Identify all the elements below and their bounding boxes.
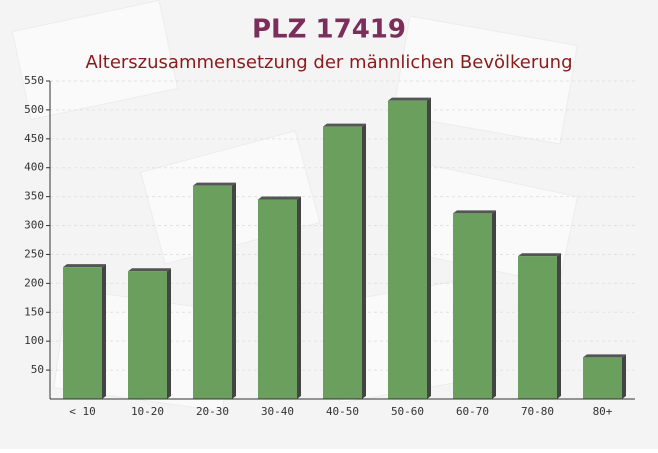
bar (388, 100, 427, 400)
x-tick-label: 60-70 (456, 405, 489, 418)
y-tick-label: 100 (24, 334, 44, 347)
y-tick-label: 500 (24, 103, 44, 116)
x-tick-label: 70-80 (521, 405, 554, 418)
bar-top (388, 97, 431, 101)
x-tick-label: 80+ (593, 405, 613, 418)
bar (193, 185, 232, 399)
bar-top (193, 182, 236, 186)
chart-title: PLZ 17419 (252, 15, 406, 45)
bar-top (518, 253, 561, 257)
y-tick-label: 450 (24, 132, 44, 145)
bar-top (453, 210, 496, 214)
y-tick-label: 150 (24, 305, 44, 318)
bar-top (128, 268, 171, 272)
bar (518, 256, 557, 399)
bar-side (622, 354, 626, 399)
bar-side (167, 268, 171, 399)
bar-side (557, 253, 561, 399)
chart-subtitle: Alterszusammensetzung der männlichen Bev… (85, 52, 572, 73)
x-tick-label: 10-20 (131, 405, 164, 418)
x-tick-label: 40-50 (326, 405, 359, 418)
bar (128, 271, 167, 399)
y-tick-label: 50 (31, 363, 44, 376)
bar (258, 199, 297, 399)
x-tick-label: 20-30 (196, 405, 229, 418)
bar-top (323, 123, 366, 127)
y-tick-label: 550 (24, 74, 44, 87)
bar-top (583, 354, 626, 358)
bar (583, 357, 622, 399)
x-tick-label: < 10 (69, 405, 96, 418)
bar-top (63, 264, 106, 268)
bar-side (492, 210, 496, 399)
y-tick-label: 200 (24, 276, 44, 289)
x-tick-label: 30-40 (261, 405, 294, 418)
bar-side (297, 196, 301, 399)
bar-side (232, 182, 236, 399)
y-tick-label: 300 (24, 219, 44, 232)
bar-side (362, 123, 366, 399)
y-tick-label: 350 (24, 190, 44, 203)
bar (63, 267, 102, 399)
bar-side (102, 264, 106, 399)
bar (453, 213, 492, 399)
bar (323, 126, 362, 399)
bar-side (427, 97, 431, 400)
y-tick-label: 250 (24, 247, 44, 260)
x-tick-label: 50-60 (391, 405, 424, 418)
y-tick-label: 400 (24, 161, 44, 174)
bar-top (258, 196, 301, 200)
